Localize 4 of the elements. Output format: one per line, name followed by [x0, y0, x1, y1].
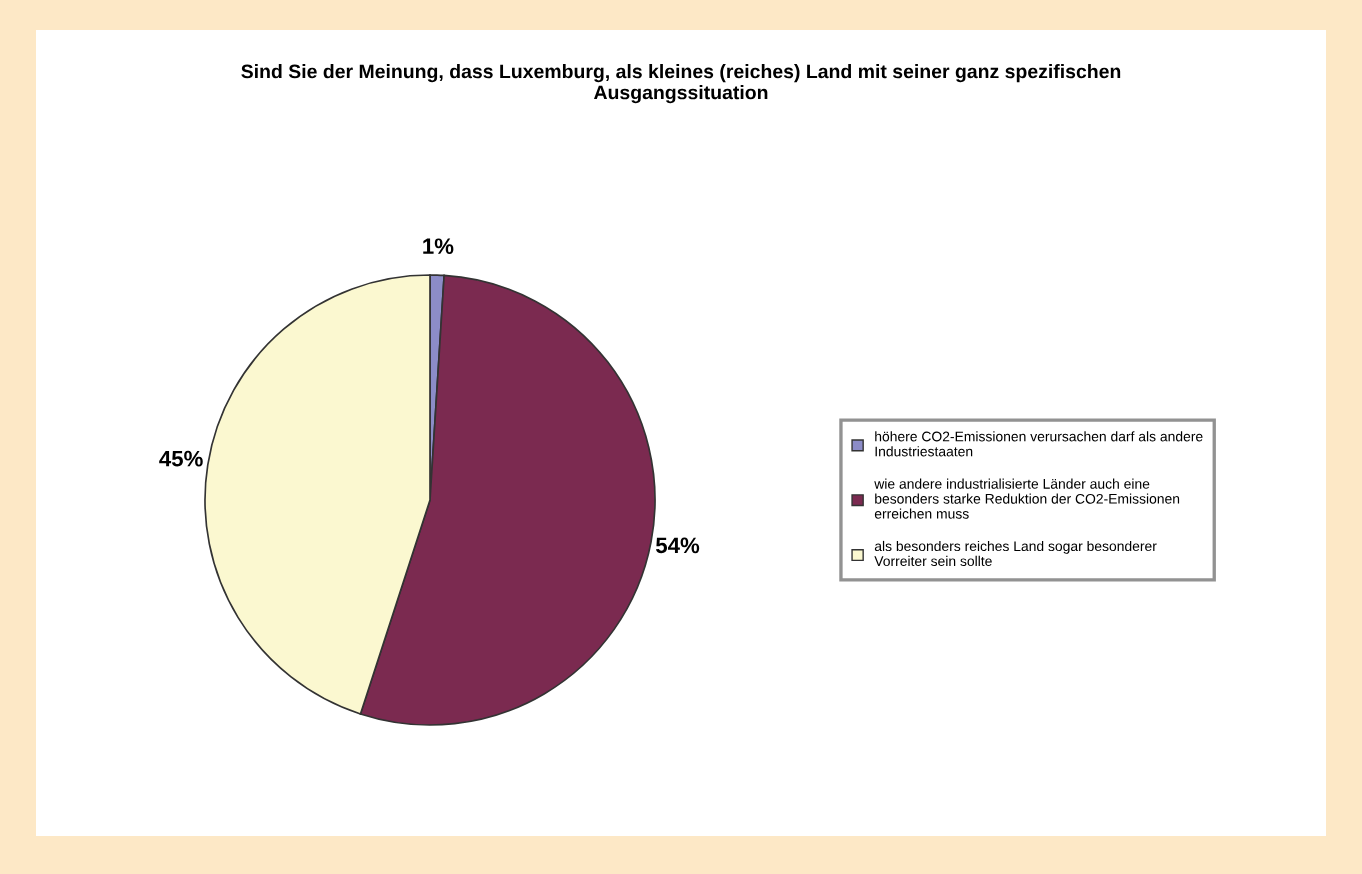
- data-label: 54%: [655, 537, 700, 554]
- chart-title: Sind Sie der Meinung, dass Luxemburg, als kleines (reiches) Land mit seiner ganz spezifischen Ausgangssituation: [241, 64, 1121, 104]
- data-label: 45%: [159, 450, 203, 467]
- data-label: 1%: [423, 238, 454, 255]
